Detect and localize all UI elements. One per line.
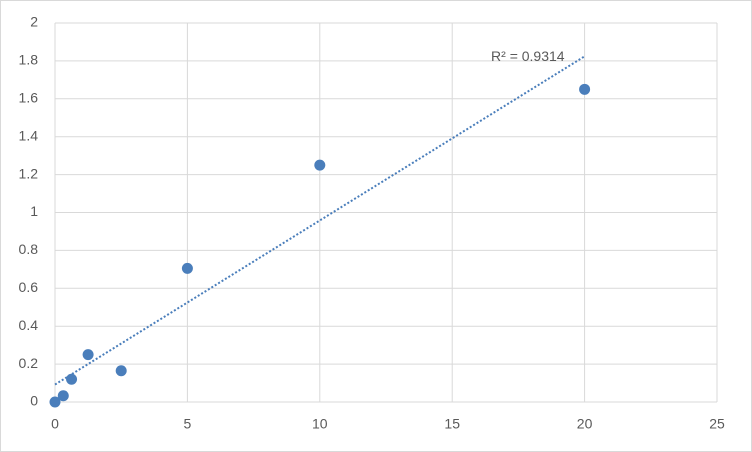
x-tick-label: 5 [184,416,192,432]
y-tick-label: 2 [30,14,38,30]
y-tick-label: 1.2 [19,165,39,181]
trendline-label: R² = 0.9314 [491,48,565,64]
point [49,396,61,408]
x-tick-label: 10 [312,416,328,432]
x-tick-label: 20 [577,416,593,432]
y-tick-label: 1.4 [19,127,39,143]
point [579,83,591,95]
point [314,159,326,171]
y-tick-label: 1.8 [19,52,39,68]
point [57,390,69,402]
y-tick-label: 0 [30,393,38,409]
x-tick-label: 25 [709,416,725,432]
y-tick-label: 1.6 [19,90,39,106]
y-tick-label: 0.2 [19,355,39,371]
point [66,373,78,385]
x-tick-label: 15 [444,416,460,432]
y-tick-label: 0.6 [19,279,39,295]
point [115,365,127,377]
y-tick-label: 1 [30,203,38,219]
y-tick-label: 0.4 [19,317,39,333]
y-tick-label: 0.8 [19,241,39,257]
point [181,262,193,274]
x-tick-label: 0 [51,416,59,432]
point [82,349,94,361]
